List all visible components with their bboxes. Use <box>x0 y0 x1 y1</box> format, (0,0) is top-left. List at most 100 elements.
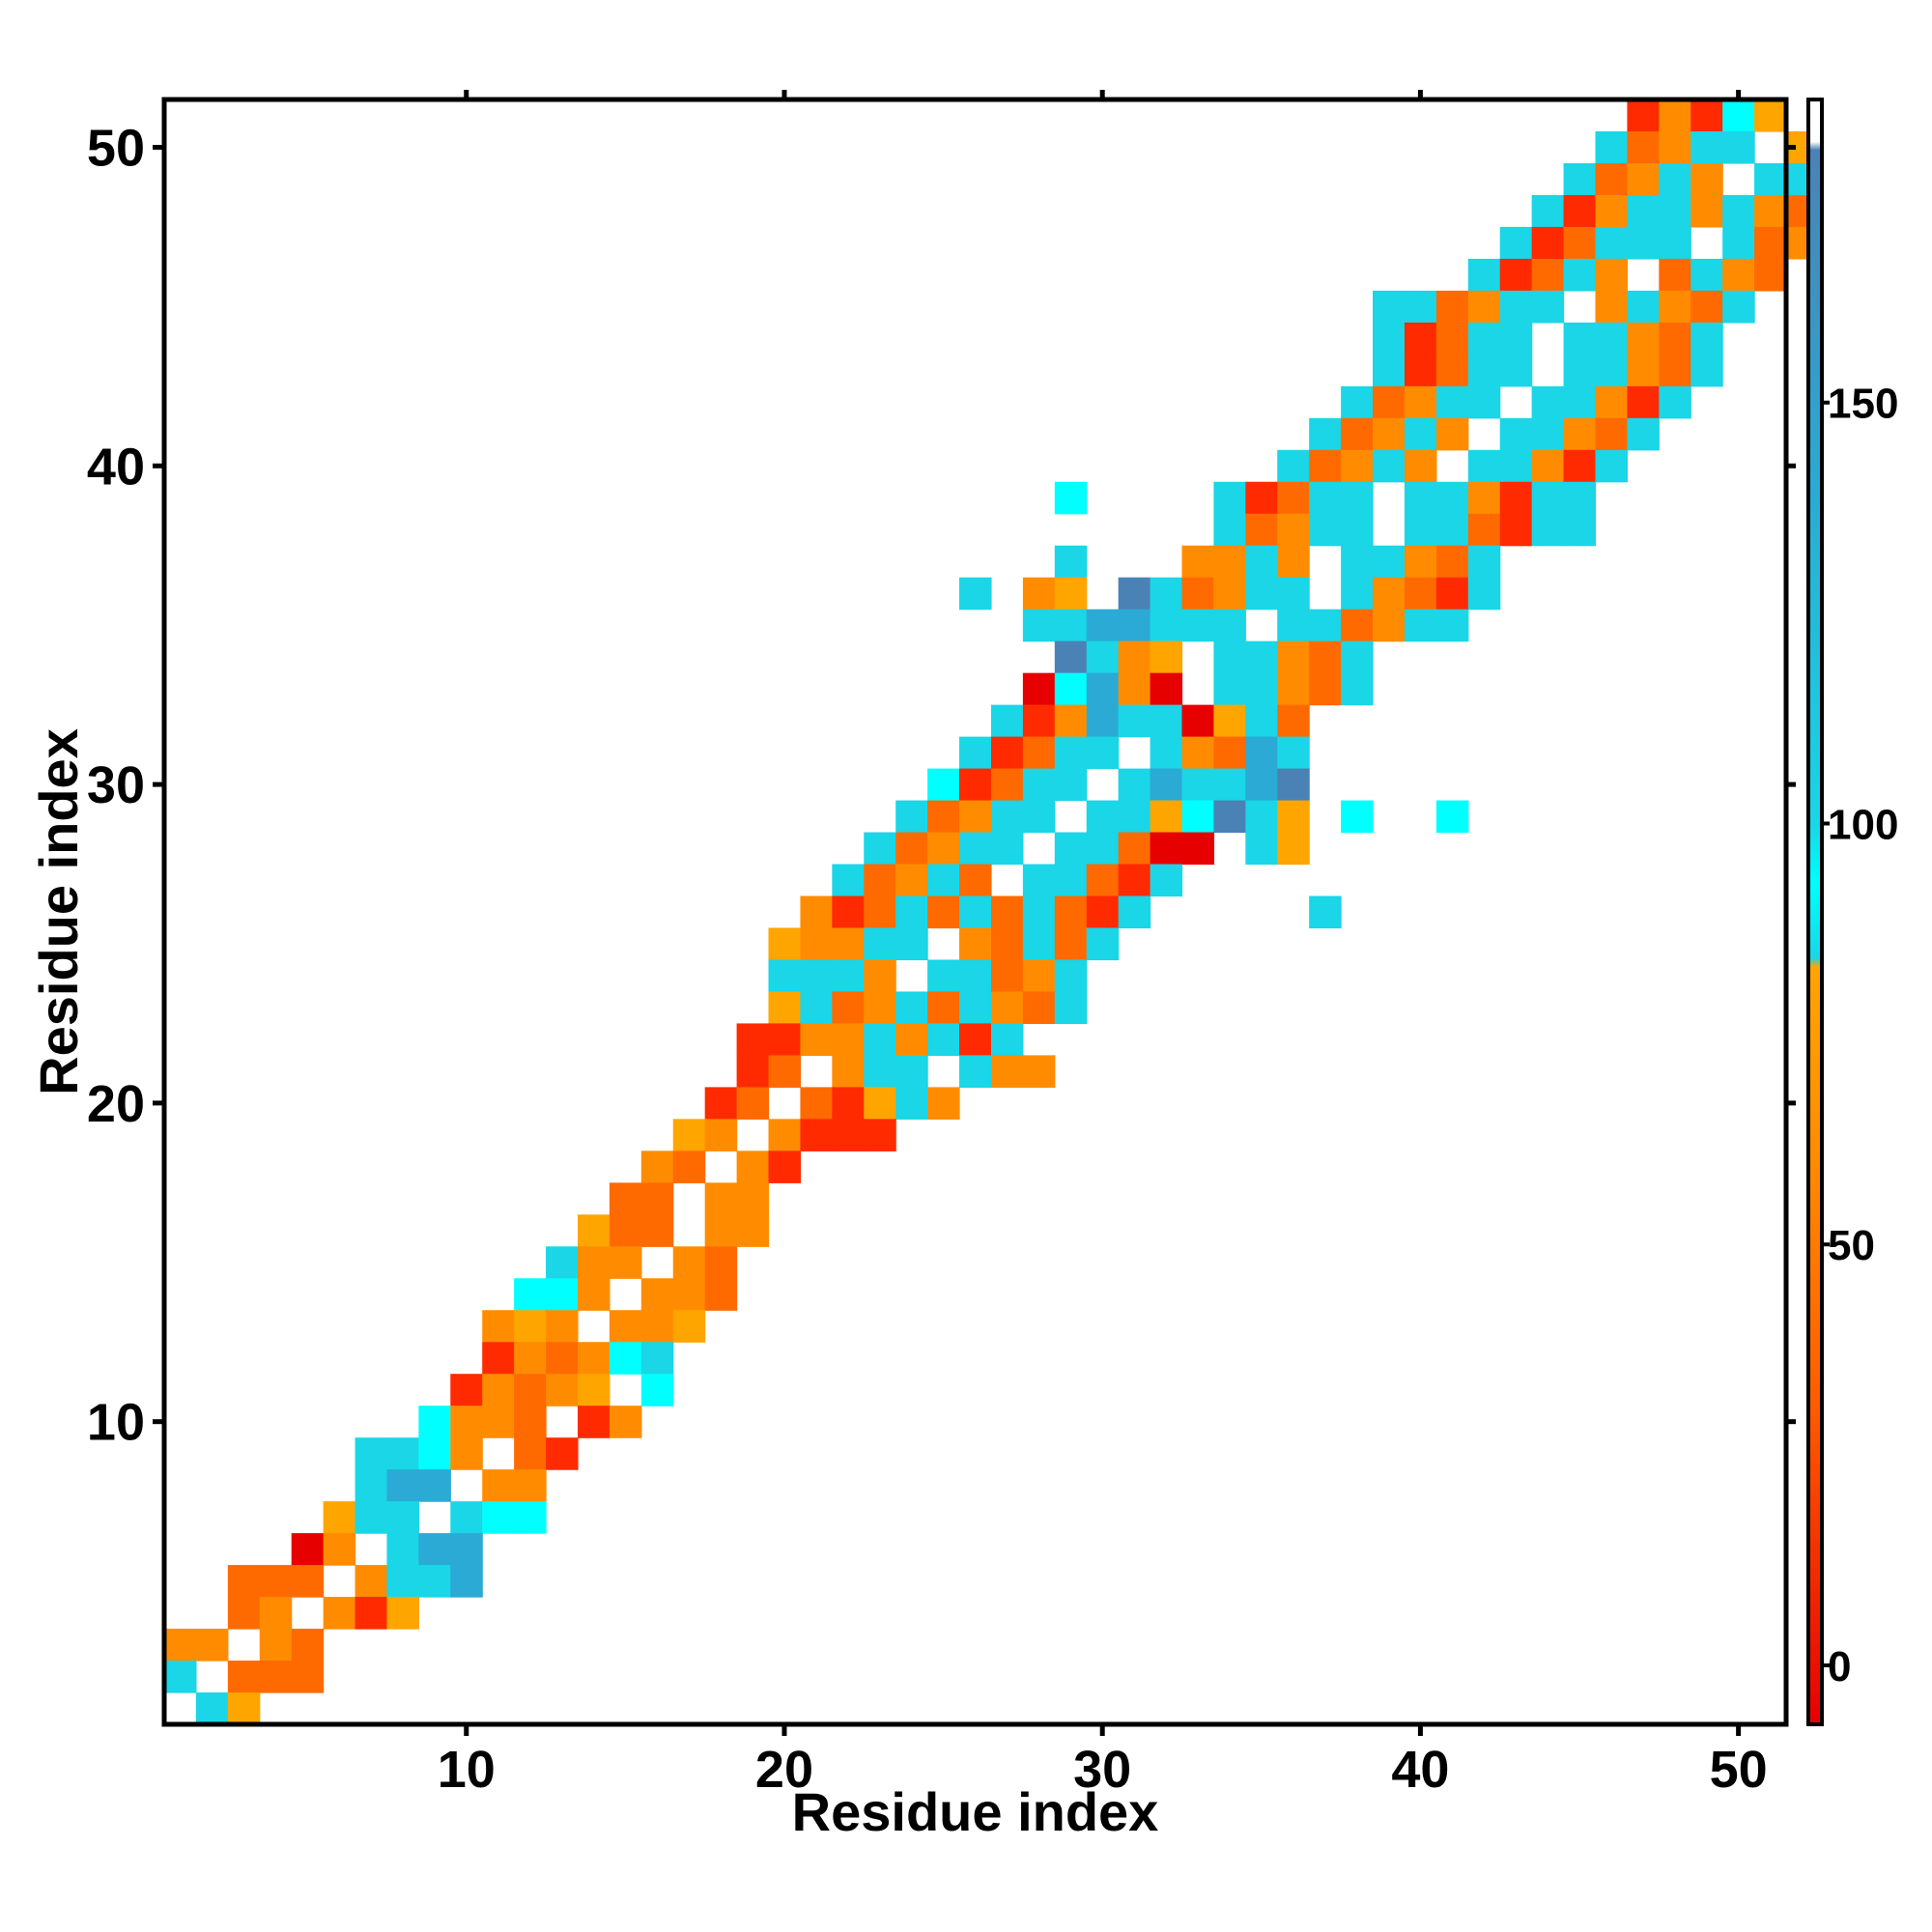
heatmap-cell <box>1150 864 1183 897</box>
heatmap-cell <box>355 1501 388 1534</box>
heatmap-cell <box>1531 481 1565 515</box>
heatmap-cell <box>1309 417 1342 451</box>
heatmap-cell <box>768 927 802 961</box>
heatmap-cell <box>1435 385 1469 419</box>
heatmap-cell <box>864 1087 896 1120</box>
heatmap-cell <box>1181 577 1215 611</box>
heatmap-cell <box>1595 130 1628 164</box>
heatmap-cell <box>291 1565 325 1598</box>
heatmap-cell <box>1150 768 1183 802</box>
heatmap-cell <box>1627 162 1660 196</box>
heatmap-cell <box>672 1278 706 1311</box>
heatmap-cell <box>1754 99 1787 132</box>
heatmap-cell <box>1404 513 1437 547</box>
heatmap-cell <box>482 1310 515 1343</box>
heatmap-cell <box>927 832 960 866</box>
heatmap-cell <box>1277 545 1310 579</box>
heatmap-cell <box>291 1629 325 1662</box>
heatmap-cell <box>514 1501 547 1534</box>
heatmap-cell <box>1054 832 1088 866</box>
heatmap-cell <box>990 832 1024 866</box>
heatmap-cell <box>1118 832 1151 866</box>
heatmap-cell <box>1277 736 1310 770</box>
heatmap-cell <box>1150 704 1183 738</box>
heatmap-cell <box>1054 545 1088 579</box>
heatmap-cell <box>1467 322 1501 355</box>
heatmap-cell <box>1404 609 1437 642</box>
heatmap-cell <box>227 1597 261 1630</box>
heatmap-cell <box>927 1087 960 1120</box>
heatmap-cell <box>450 1437 483 1470</box>
heatmap-cell <box>450 1374 483 1406</box>
heatmap-cell <box>1563 162 1597 196</box>
heatmap-cell <box>704 1278 738 1311</box>
heatmap-cell <box>768 991 802 1025</box>
heatmap-cell <box>800 1023 833 1057</box>
heatmap-cell <box>450 1533 483 1566</box>
heatmap-cell <box>1627 194 1660 228</box>
heatmap-cell <box>959 768 992 802</box>
heatmap-cell <box>1499 449 1533 483</box>
y-tick-label: 40 <box>87 438 145 496</box>
heatmap-cell <box>577 1278 611 1311</box>
heatmap-cell <box>1341 800 1374 834</box>
heatmap-cell <box>1659 322 1691 355</box>
heatmap-cell <box>1404 417 1437 451</box>
heatmap-cell <box>1277 481 1310 515</box>
heatmap-cell <box>990 736 1024 770</box>
heatmap-cell <box>355 1597 388 1630</box>
heatmap-cell <box>1341 609 1374 642</box>
heatmap-cell <box>514 1374 547 1406</box>
heatmap-cell <box>1435 577 1469 611</box>
heatmap-cell <box>514 1310 547 1343</box>
heatmap-cell <box>959 895 992 929</box>
heatmap-cell <box>640 1374 674 1406</box>
heatmap-cell <box>1341 449 1374 483</box>
heatmap-cell <box>1150 640 1183 674</box>
heatmap-cell <box>736 1151 770 1183</box>
heatmap-cell <box>1499 258 1533 292</box>
heatmap-cell <box>927 895 960 929</box>
heatmap-cell <box>355 1437 388 1470</box>
heatmap-cell <box>1690 290 1723 324</box>
heatmap-cell <box>959 959 992 993</box>
heatmap-cell <box>1181 704 1215 738</box>
heatmap-cell <box>546 1246 579 1279</box>
heatmap-cell <box>1054 672 1088 706</box>
heatmap-cell <box>1499 354 1533 387</box>
heatmap-cell <box>1309 895 1342 929</box>
heatmap-cell <box>959 1055 992 1088</box>
heatmap-cell <box>895 991 928 1025</box>
heatmap-cell <box>800 1119 833 1151</box>
heatmap-cell <box>895 1023 928 1057</box>
heatmap-cell <box>1531 385 1565 419</box>
heatmap-cell <box>768 1151 802 1183</box>
heatmap-cell <box>514 1342 547 1375</box>
heatmap-cell <box>195 1692 229 1725</box>
heatmap-cell <box>1373 609 1406 642</box>
heatmap-cell <box>1531 258 1565 292</box>
x-tick-label: 30 <box>1073 1741 1131 1799</box>
heatmap-cell <box>1754 194 1787 228</box>
heatmap-cell <box>1627 417 1660 451</box>
heatmap-cells <box>164 99 1819 1725</box>
heatmap-cell <box>832 991 865 1025</box>
heatmap-cell <box>323 1501 356 1534</box>
heatmap-cell <box>164 1661 197 1693</box>
heatmap-cell <box>1563 385 1597 419</box>
colorbar: 0 50 100 150 <box>1806 98 1898 1726</box>
heatmap-cell <box>1054 768 1088 802</box>
heatmap-cell <box>1722 99 1755 132</box>
heatmap-cell <box>577 1342 611 1375</box>
heatmap-cell <box>1118 640 1151 674</box>
heatmap-cell <box>1754 226 1787 260</box>
heatmap-cell <box>800 927 833 961</box>
heatmap-cell <box>832 959 865 993</box>
heatmap-cell <box>1022 577 1056 611</box>
heatmap-cell <box>736 1087 770 1120</box>
heatmap-cell <box>418 1533 451 1566</box>
heatmap-cell <box>1213 640 1246 674</box>
heatmap-cell <box>1245 640 1278 674</box>
heatmap-cell <box>1118 864 1151 897</box>
heatmap-cell <box>1341 640 1374 674</box>
